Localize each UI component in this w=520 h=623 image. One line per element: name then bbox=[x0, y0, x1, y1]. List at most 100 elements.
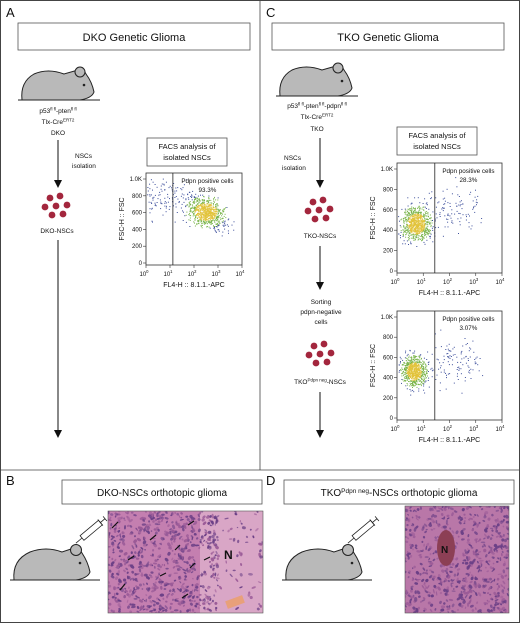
plot-dot bbox=[212, 220, 214, 221]
plot-dot bbox=[467, 358, 469, 360]
plot-dot bbox=[204, 222, 206, 224]
plot-dot bbox=[412, 361, 413, 363]
nucleus bbox=[483, 515, 487, 519]
plot-dot bbox=[414, 382, 416, 384]
plot-dot bbox=[420, 225, 422, 227]
nucleus bbox=[167, 524, 170, 527]
plot-dot bbox=[207, 200, 209, 202]
plot-dot bbox=[410, 356, 412, 358]
plot-dot bbox=[192, 215, 194, 217]
nucleus bbox=[467, 556, 471, 561]
nucleus bbox=[449, 570, 453, 574]
nucleus bbox=[461, 538, 465, 541]
plot-dot bbox=[401, 208, 403, 210]
plot-dot bbox=[156, 186, 158, 188]
plot-dot bbox=[476, 202, 478, 204]
plot-dot bbox=[200, 206, 202, 208]
plot-dot bbox=[200, 213, 202, 215]
plot-dot bbox=[451, 213, 453, 215]
nucleus bbox=[153, 511, 157, 514]
nucleus bbox=[470, 590, 473, 594]
nucleus bbox=[418, 595, 421, 598]
nucleus bbox=[494, 597, 498, 600]
plot-dot bbox=[426, 226, 428, 228]
plot-dot bbox=[417, 365, 419, 367]
plot-dot bbox=[400, 230, 402, 232]
nucleus bbox=[185, 522, 189, 526]
nucleus bbox=[173, 537, 177, 540]
plot-dot bbox=[208, 205, 210, 207]
nucleus bbox=[122, 559, 127, 563]
plot-dot bbox=[470, 378, 472, 379]
plot-dot bbox=[211, 205, 213, 207]
plot-dot bbox=[213, 201, 215, 203]
plot-dot bbox=[210, 219, 212, 221]
nucleus bbox=[448, 605, 451, 608]
plot-dot bbox=[403, 362, 405, 364]
plot-dot bbox=[212, 211, 214, 213]
plot-dot bbox=[154, 184, 156, 185]
plot-dot bbox=[414, 217, 416, 219]
plot-dot bbox=[409, 377, 410, 379]
plot-dot bbox=[197, 220, 199, 222]
plot-dot bbox=[416, 221, 418, 223]
plot-dot bbox=[411, 224, 413, 226]
nucleus bbox=[468, 594, 472, 599]
nucleus bbox=[466, 506, 470, 510]
plot-dot bbox=[410, 360, 412, 362]
plot-dot bbox=[415, 373, 417, 375]
plot-dot bbox=[207, 213, 209, 215]
plot-dot bbox=[205, 206, 207, 208]
plot-dot bbox=[422, 373, 424, 375]
plot-dot bbox=[412, 373, 414, 375]
plot-dot bbox=[209, 209, 211, 211]
plot-dot bbox=[405, 218, 407, 220]
plot-dot bbox=[408, 360, 410, 362]
plot-dot bbox=[410, 380, 411, 382]
nucleus bbox=[405, 540, 409, 543]
plot-dot bbox=[207, 226, 208, 228]
nucleus bbox=[468, 564, 471, 567]
y-tick-label: 1.0K bbox=[381, 167, 393, 173]
plot-dot bbox=[427, 233, 429, 235]
nucleus bbox=[489, 537, 493, 540]
nucleus bbox=[472, 551, 476, 556]
nucleus bbox=[426, 591, 432, 594]
nucleus bbox=[143, 517, 147, 520]
plot-dot bbox=[403, 226, 405, 227]
nucleus bbox=[407, 593, 411, 595]
nucleus bbox=[486, 535, 490, 539]
nucleus bbox=[191, 608, 195, 612]
nucleus bbox=[113, 530, 117, 533]
nucleus bbox=[415, 515, 419, 519]
plot-dot bbox=[202, 199, 204, 201]
plot-dot bbox=[419, 361, 421, 363]
plot-dot bbox=[203, 213, 205, 215]
nucleus bbox=[176, 512, 179, 516]
nucleus bbox=[208, 541, 213, 545]
nucleus bbox=[112, 548, 115, 552]
nucleus bbox=[228, 538, 233, 540]
plot-dot bbox=[218, 210, 220, 212]
plot-dot bbox=[189, 226, 191, 227]
plot-dot bbox=[427, 229, 429, 231]
plot-dot bbox=[418, 372, 420, 374]
plot-dot bbox=[452, 354, 454, 356]
plot-dot bbox=[201, 203, 203, 205]
plot-dot bbox=[423, 215, 425, 217]
nucleus bbox=[491, 529, 494, 532]
plot-dot bbox=[191, 197, 193, 198]
plot-dot bbox=[214, 221, 216, 223]
plot-dot bbox=[412, 377, 414, 379]
plot-dot bbox=[424, 231, 426, 233]
nucleus bbox=[176, 532, 181, 536]
plot-dot bbox=[427, 229, 429, 231]
plot-dot bbox=[423, 366, 424, 368]
nucleus bbox=[141, 549, 143, 554]
plot-dot bbox=[441, 208, 443, 210]
nucleus bbox=[460, 531, 464, 535]
nucleus bbox=[129, 578, 132, 581]
plot-dot bbox=[224, 221, 226, 223]
nucleus bbox=[181, 538, 184, 541]
